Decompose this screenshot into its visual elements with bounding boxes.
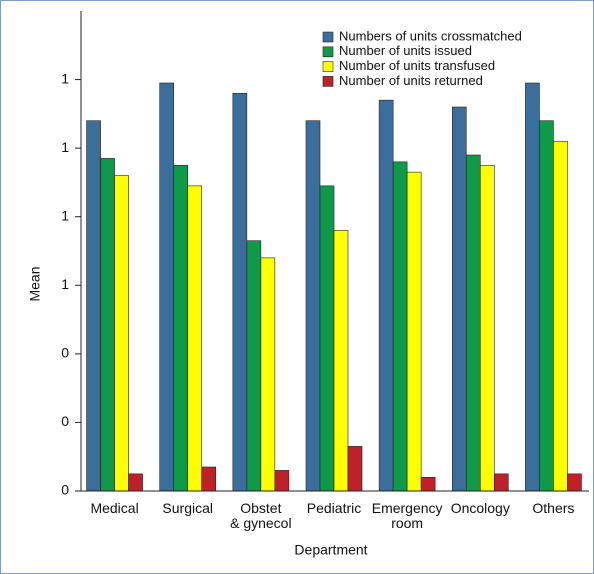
bar [114, 175, 129, 492]
legend-label: Numbers of units crossmatched [339, 28, 522, 43]
bar [525, 82, 540, 492]
bar [553, 140, 568, 492]
y-tick-label: 0 [61, 413, 69, 429]
bar [159, 82, 175, 492]
bar [260, 257, 276, 492]
y-tick-label: 0 [61, 482, 69, 498]
legend-swatch [322, 76, 334, 87]
bar [392, 161, 408, 492]
bar [567, 473, 582, 492]
bar [86, 120, 101, 492]
bar [378, 99, 394, 492]
x-tick-label: Oncology [450, 500, 510, 516]
x-tick-label: Others [532, 500, 575, 516]
bar [187, 185, 203, 492]
x-axis-title: Department [294, 542, 367, 558]
bar [347, 446, 363, 492]
bar [406, 171, 422, 492]
legend-swatch [322, 46, 334, 58]
bar [100, 158, 115, 492]
bar [420, 476, 436, 492]
bar [451, 106, 467, 492]
legend-label: Number of units returned [339, 73, 483, 88]
x-tick-label: Medical [90, 500, 139, 516]
bar [493, 473, 509, 492]
bar [305, 120, 321, 492]
bar [539, 120, 554, 492]
bar [201, 466, 217, 492]
legend-label: Number of units issued [339, 43, 472, 58]
y-tick-label: 1 [61, 139, 69, 155]
y-tick-label: 1 [61, 207, 69, 223]
x-tick-label: Emergency room [371, 500, 443, 531]
legend-swatch [322, 31, 334, 43]
x-tick-label: Obstet & gynecol [230, 500, 292, 531]
legend-label: Number of units transfused [339, 58, 495, 73]
bar [479, 164, 495, 492]
legend-swatch [322, 61, 334, 72]
bar [173, 164, 189, 492]
bar [128, 473, 143, 492]
bar [319, 185, 335, 492]
x-tick-label: Pediatric [306, 500, 362, 516]
bar [333, 230, 349, 492]
bar [465, 154, 481, 492]
bar [232, 92, 248, 492]
x-tick-label: Surgical [162, 500, 213, 516]
bar [274, 470, 290, 492]
y-axis-title: Mean [27, 266, 43, 301]
bar [246, 240, 262, 492]
y-tick-label: 1 [61, 276, 69, 292]
y-tick-label: 0 [61, 345, 69, 361]
y-tick-label: 1 [61, 70, 69, 86]
